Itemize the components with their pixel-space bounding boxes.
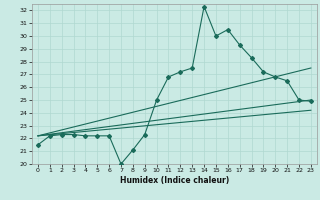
X-axis label: Humidex (Indice chaleur): Humidex (Indice chaleur) [120,176,229,185]
